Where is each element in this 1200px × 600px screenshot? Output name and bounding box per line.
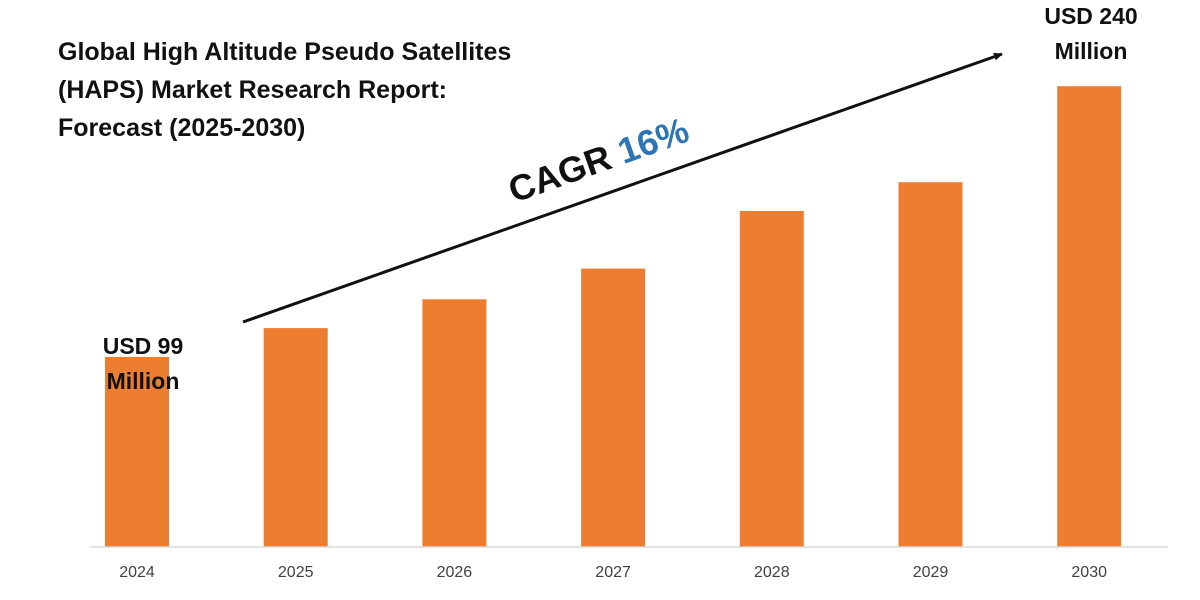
end-value-label-line-2: Million (1055, 38, 1128, 64)
bars-group (105, 86, 1122, 547)
x-tick-label-2027: 2027 (595, 564, 631, 581)
bar-2024 (105, 356, 169, 547)
start-value-label-line-1: USD 99 (103, 333, 184, 359)
chart-title-line-1: Global High Altitude Pseudo Satellites (58, 38, 511, 66)
bar-2027 (581, 268, 646, 547)
x-tick-label-2028: 2028 (754, 564, 790, 581)
x-tick-label-2026: 2026 (437, 564, 473, 581)
bar-2028 (739, 211, 804, 547)
chart-title: Global High Altitude Pseudo Satellites (… (58, 38, 511, 142)
end-value-label: USD 240 Million (1044, 3, 1137, 64)
end-value-label-line-1: USD 240 (1044, 3, 1137, 29)
bar-2030 (1057, 86, 1122, 547)
cagr-value: 16% (612, 109, 694, 172)
x-tick-label-2025: 2025 (278, 564, 314, 581)
growth-arrow (242, 52, 1003, 324)
bar-2029 (898, 182, 963, 547)
bar-2025 (263, 328, 328, 547)
chart-title-line-3: Forecast (2025-2030) (58, 114, 305, 142)
x-tick-label-2030: 2030 (1071, 564, 1107, 581)
cagr-prefix: CAGR (503, 133, 626, 210)
x-axis-ticks: 2024 2025 2026 2027 2028 2029 2030 (119, 564, 1107, 581)
bar-2026 (422, 299, 487, 547)
x-tick-label-2029: 2029 (913, 564, 949, 581)
start-value-label: USD 99 Million (103, 333, 184, 394)
start-value-label-line-2: Million (107, 368, 180, 394)
chart-title-line-2: (HAPS) Market Research Report: (58, 76, 447, 104)
x-tick-label-2024: 2024 (119, 564, 155, 581)
